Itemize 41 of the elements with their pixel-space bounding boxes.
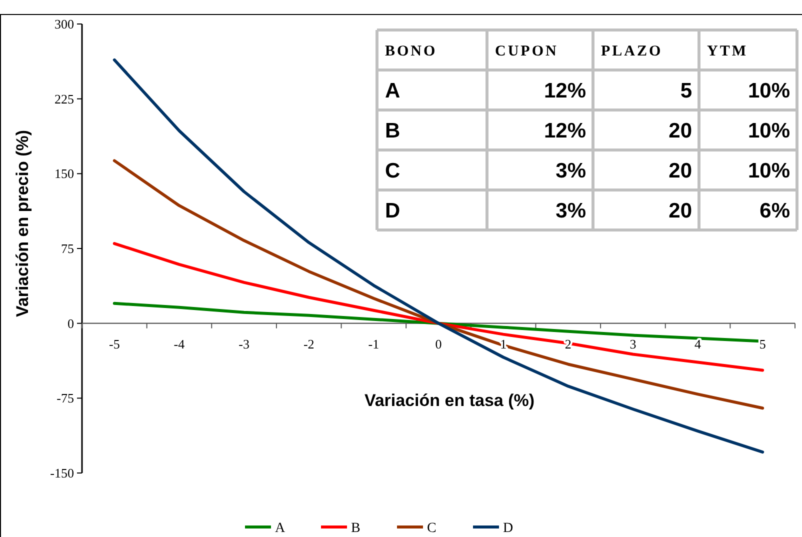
legend-label: C — [427, 520, 436, 536]
y-tick-label: 0 — [68, 316, 74, 331]
annotation: C — [385, 159, 400, 182]
y-tick-label: -150 — [50, 466, 74, 481]
y-tick-label: 300 — [54, 16, 74, 32]
annotation: 20 — [668, 159, 692, 182]
annotation: B — [385, 119, 400, 142]
annotation: 10% — [748, 79, 790, 102]
annotation: CUPON — [495, 43, 558, 60]
annotation: BONO — [385, 43, 438, 60]
annotation: PLAZO — [601, 43, 663, 60]
annotation: 3% — [556, 199, 586, 222]
x-tick-label: -2 — [303, 336, 314, 352]
x-tick-label: 4 — [694, 336, 702, 352]
y-axis-title: Variación en precio (%) — [13, 130, 32, 318]
x-axis-title: Variación en tasa (%) — [364, 391, 535, 410]
annotation: 6% — [760, 199, 790, 222]
annotation: 12% — [544, 79, 586, 102]
legend-label: B — [351, 520, 360, 536]
annotation: A — [385, 79, 400, 102]
legend-label: A — [275, 520, 286, 536]
x-tick-label: 3 — [630, 336, 636, 352]
x-tick-label: -1 — [368, 336, 380, 352]
annotation: 10% — [748, 119, 790, 142]
annotation: YTM — [707, 43, 748, 60]
annotation: 10% — [748, 159, 790, 182]
y-tick-label: 225 — [54, 91, 74, 106]
annotation: 5 — [680, 79, 692, 102]
x-tick-label: -4 — [174, 336, 186, 352]
x-tick-label: 0 — [435, 336, 442, 352]
y-tick-label: 75 — [61, 241, 74, 256]
x-tick-label: -3 — [238, 336, 250, 352]
annotation: 12% — [544, 119, 586, 142]
y-tick-label: -75 — [56, 390, 74, 406]
x-tick-label: -5 — [108, 336, 120, 352]
legend-label: D — [503, 520, 514, 536]
annotation: 20 — [668, 199, 692, 222]
y-tick-label: 150 — [54, 166, 74, 182]
annotation: D — [385, 199, 400, 222]
annotation: 3% — [556, 159, 586, 182]
annotation: 20 — [668, 119, 692, 142]
